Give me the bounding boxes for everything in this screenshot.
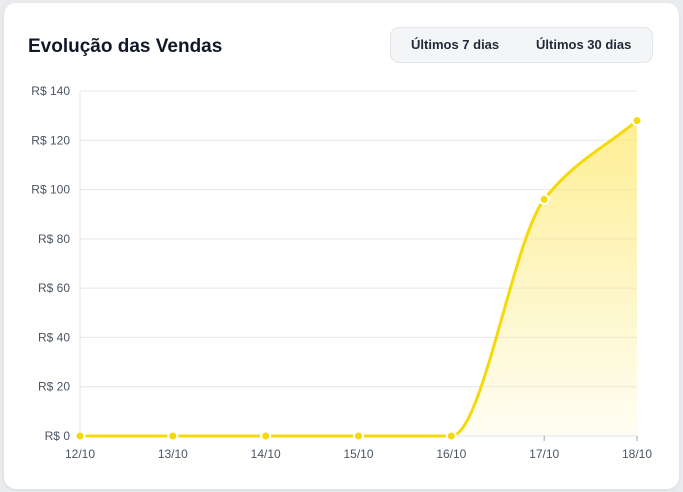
y-axis-ticks: R$ 0 R$ 20 R$ 40 R$ 60 R$ 80 R$ 100 R$ 120 R$ 1… [31,84,70,443]
last-7-days-button[interactable]: Últimos 7 dias [411,28,499,62]
x-tick-label: 12/10 [65,447,95,461]
data-point[interactable] [260,430,272,442]
x-tick-label: 13/10 [158,447,188,461]
y-tick-label: R$ 80 [38,232,70,246]
card-title: Evolução das Vendas [28,36,223,57]
sales-area-fill [80,120,637,437]
x-tick-label: 15/10 [343,447,373,461]
y-tick-label: R$ 140 [31,84,70,98]
y-tick-label: R$ 0 [45,429,71,443]
y-tick-label: R$ 100 [31,183,70,197]
data-point[interactable] [631,115,643,127]
x-tick-label: 17/10 [529,447,559,461]
last-30-days-button[interactable]: Últimos 30 dias [536,28,631,62]
y-tick-label: R$ 120 [31,133,70,147]
x-tick-label: 18/10 [622,447,652,461]
x-axis-ticks: 12/10 13/10 14/10 15/10 16/10 17/10 18/10 [65,436,652,461]
date-range-toggle: Últimos 7 dias Últimos 30 dias [390,27,653,63]
data-point[interactable] [167,430,179,442]
x-tick-label: 16/10 [436,447,466,461]
data-point[interactable] [445,430,457,442]
data-point[interactable] [74,430,86,442]
data-point[interactable] [353,430,364,442]
y-tick-label: R$ 40 [38,330,70,344]
data-points [74,115,643,442]
data-point[interactable] [538,193,550,205]
y-tick-label: R$ 20 [38,380,70,394]
x-tick-label: 14/10 [251,447,281,461]
y-tick-label: R$ 60 [38,281,70,295]
